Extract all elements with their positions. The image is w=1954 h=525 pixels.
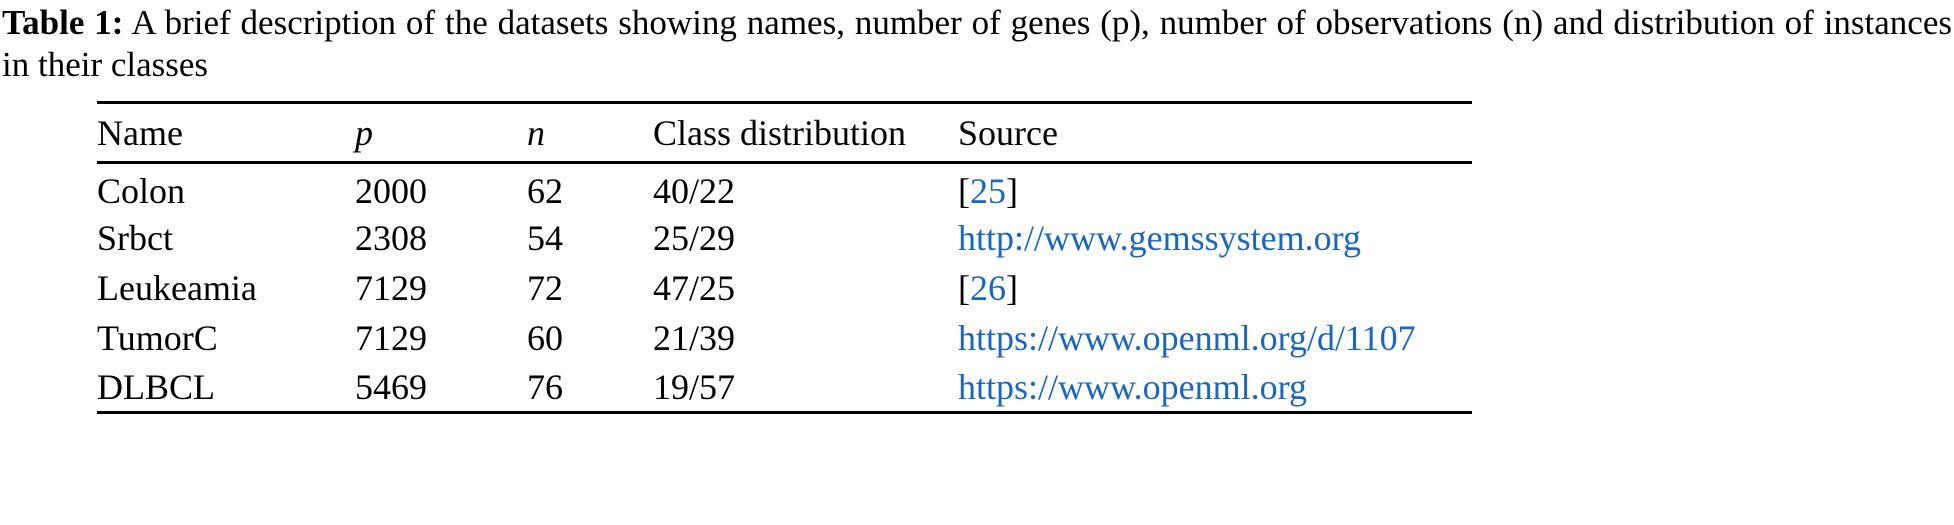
cell-n: 54 bbox=[527, 217, 563, 258]
source-url-link[interactable]: https://www.openml.org/d/1107 bbox=[958, 317, 1416, 358]
cell-name: DLBCL bbox=[97, 366, 216, 407]
citation-link[interactable]: 25 bbox=[970, 171, 1006, 212]
table-row: Leukeamia 7129 72 47/25 [26] bbox=[97, 263, 1472, 313]
source-url-link[interactable]: https://www.openml.org bbox=[958, 366, 1307, 407]
source-url-link[interactable]: http://www.gemssystem.org bbox=[958, 217, 1361, 258]
header-name: Name bbox=[97, 112, 183, 153]
caption-label: Table 1: bbox=[2, 3, 124, 42]
cell-name: Srbct bbox=[97, 217, 173, 258]
cell-dist: 40/22 bbox=[653, 171, 736, 212]
cell-name: TumorC bbox=[97, 317, 218, 358]
table-row: DLBCL 5469 76 19/57 https://www.openml.org bbox=[97, 363, 1472, 413]
header-class-distribution: Class distribution bbox=[653, 112, 907, 153]
cell-n: 76 bbox=[527, 366, 563, 407]
cell-dist: 47/25 bbox=[653, 267, 736, 308]
table-caption: Table 1: A brief description of the data… bbox=[2, 2, 1952, 86]
header-row: Name p n Class distribution Source bbox=[97, 103, 1472, 163]
cell-n: 60 bbox=[527, 317, 563, 358]
citation-link[interactable]: 26 bbox=[970, 267, 1006, 308]
cell-source: https://www.openml.org bbox=[958, 363, 1472, 413]
cell-name: Colon bbox=[97, 171, 186, 212]
cell-source: https://www.openml.org/d/1107 bbox=[958, 313, 1472, 363]
cell-n: 62 bbox=[527, 171, 563, 212]
cell-p: 2000 bbox=[355, 171, 427, 212]
cell-dist: 21/39 bbox=[653, 317, 736, 358]
cell-p: 5469 bbox=[355, 366, 427, 407]
table-row: Srbct 2308 54 25/29 http://www.gemssystem.or… bbox=[97, 213, 1472, 263]
table-row: Colon 2000 62 40/22 [25] bbox=[97, 163, 1472, 213]
datasets-table: Name p n Class distribution Source Colon… bbox=[97, 101, 1472, 414]
cell-p: 7129 bbox=[355, 317, 427, 358]
cell-dist: 25/29 bbox=[653, 217, 736, 258]
table-row: TumorC 7129 60 21/39 https://www.openml.org/… bbox=[97, 313, 1472, 363]
cell-n: 72 bbox=[527, 267, 563, 308]
header-p: p bbox=[355, 112, 373, 153]
cell-dist: 19/57 bbox=[653, 366, 736, 407]
caption-text: A brief description of the datasets show… bbox=[2, 3, 1953, 84]
cell-p: 2308 bbox=[355, 217, 427, 258]
cell-p: 7129 bbox=[355, 267, 427, 308]
cell-source: http://www.gemssystem.org bbox=[958, 213, 1472, 263]
cell-name: Leukeamia bbox=[97, 267, 257, 308]
cell-source: [25] bbox=[958, 171, 1018, 212]
header-source: Source bbox=[958, 112, 1058, 153]
cell-source: [26] bbox=[958, 267, 1018, 308]
header-n: n bbox=[527, 112, 545, 153]
